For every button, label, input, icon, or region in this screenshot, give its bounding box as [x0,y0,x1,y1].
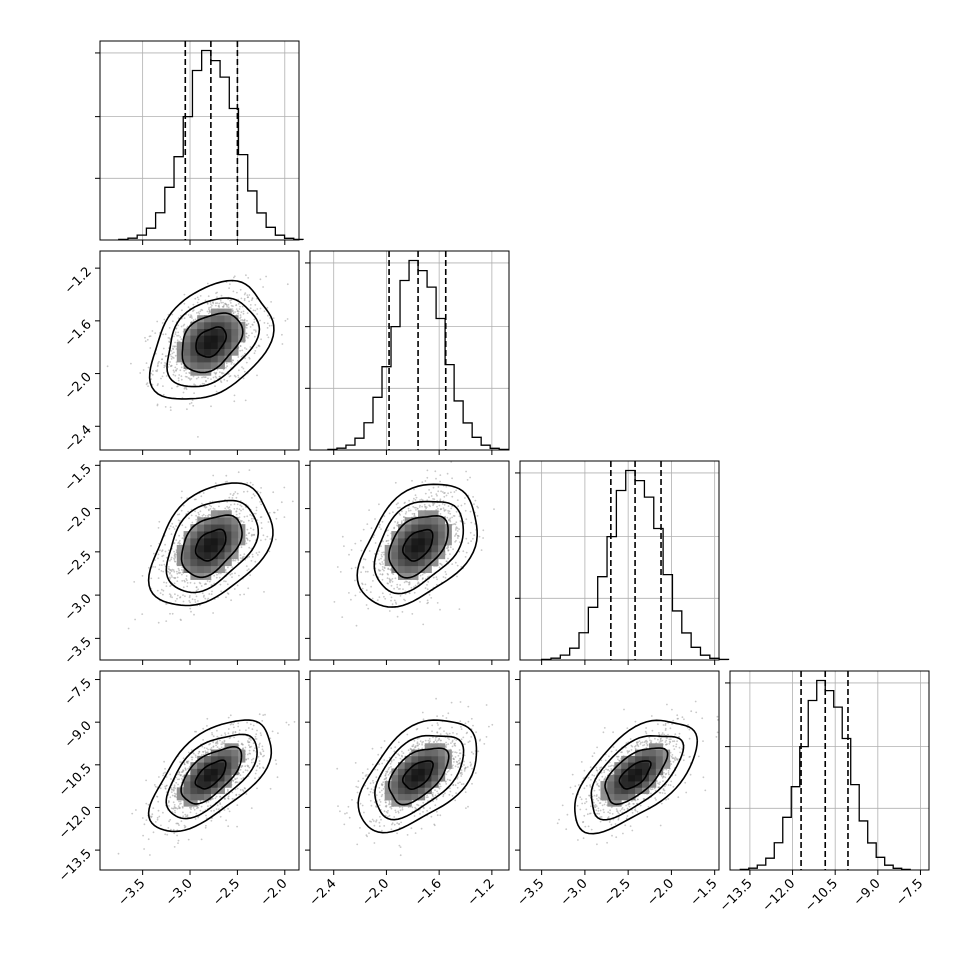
ytick-label-3-3: −9.0 [62,718,95,751]
hist-frame-2 [519,460,720,661]
contour-2-0-2 [165,499,260,594]
xtick-label-3-2: −10.5 [802,876,841,915]
panel-frame-2-0 [99,460,300,661]
panel-3-2 [519,670,720,871]
contour-3-1-3 [357,719,478,834]
panel-1-0 [99,250,300,451]
panel-3-1 [309,670,510,871]
panel-frame-3-1 [309,670,510,871]
panel-frame-1-0 [99,250,300,451]
xtick-label-2-0: −3.5 [515,876,548,909]
contour-3-2-3 [573,719,699,835]
xtick-label-1-0: −2.4 [307,876,340,909]
panel-frame-2-1 [309,460,510,661]
ytick-label-2-3: −2.0 [62,505,95,538]
ytick-label-3-4: −7.5 [62,676,95,709]
xtick-label-1-1: −2.0 [359,876,392,909]
hist-panel-1 [305,250,510,451]
contour-3-2-0 [618,760,652,790]
xtick-label-2-2: −2.5 [601,876,634,909]
hist-panel-3 [725,670,930,871]
xtick-label-0-2: −2.5 [210,876,243,909]
ytick-label-1-1: −2.0 [62,370,95,403]
hist-panel-0 [95,40,304,241]
contour-2-0-0 [194,528,227,562]
contour-2-1-3 [356,483,479,608]
contour-1-0-0 [195,326,227,358]
contour-3-0-1 [180,745,243,805]
contour-3-1-2 [374,734,465,821]
xtick-label-2-1: −3.0 [558,876,591,909]
contour-3-2-1 [604,747,669,806]
panel-2-1 [309,460,510,661]
contour-2-1-0 [401,528,434,562]
ytick-label-3-2: −10.5 [56,761,95,800]
hist-frame-0 [99,40,300,241]
panel-frame-3-2 [519,670,720,871]
ytick-label-1-2: −1.6 [62,317,95,350]
contour-2-0-1 [180,514,243,579]
xtick-label-1-2: −1.6 [412,876,445,909]
ytick-label-2-4: −1.5 [62,462,95,495]
panel-frame-3-0 [99,670,300,871]
contour-3-0-3 [147,719,273,833]
ytick-label-2-2: −2.5 [62,548,95,581]
xtick-label-3-4: −7.5 [893,876,926,909]
contour-3-2-2 [590,734,685,821]
xtick-label-3-3: −9.0 [851,876,884,909]
contour-3-1-0 [401,760,434,791]
xtick-label-0-3: −2.0 [258,876,291,909]
ytick-label-1-0: −2.4 [62,422,95,455]
contour-3-0-0 [194,759,227,790]
panel-3-0 [99,670,300,871]
contour-1-0-3 [148,279,275,400]
xtick-label-2-4: −1.5 [688,876,721,909]
xtick-label-0-1: −3.0 [163,876,196,909]
ytick-label-3-1: −12.0 [56,804,95,843]
hist-frame-3 [729,670,930,871]
panel-2-0 [99,460,300,661]
contour-3-0-2 [165,733,258,820]
contour-2-0-3 [147,482,274,607]
hist-frame-1 [309,250,510,451]
contour-3-1-1 [387,747,450,806]
contour-1-0-1 [181,312,244,374]
xtick-label-1-3: −1.2 [465,876,498,909]
xtick-label-3-1: −12.0 [760,876,799,915]
hist-panel-2 [515,460,730,661]
ytick-label-1-3: −1.2 [62,264,95,297]
ytick-label-3-0: −13.5 [56,846,95,885]
ytick-label-2-1: −3.0 [62,591,95,624]
ytick-label-2-0: −3.5 [62,635,95,668]
contour-2-1-2 [373,500,465,595]
contour-1-0-2 [166,297,261,388]
contour-2-1-1 [388,514,449,579]
xtick-label-0-0: −3.5 [116,876,149,909]
xtick-label-3-0: −13.5 [717,876,756,915]
xtick-label-2-3: −2.0 [644,876,677,909]
